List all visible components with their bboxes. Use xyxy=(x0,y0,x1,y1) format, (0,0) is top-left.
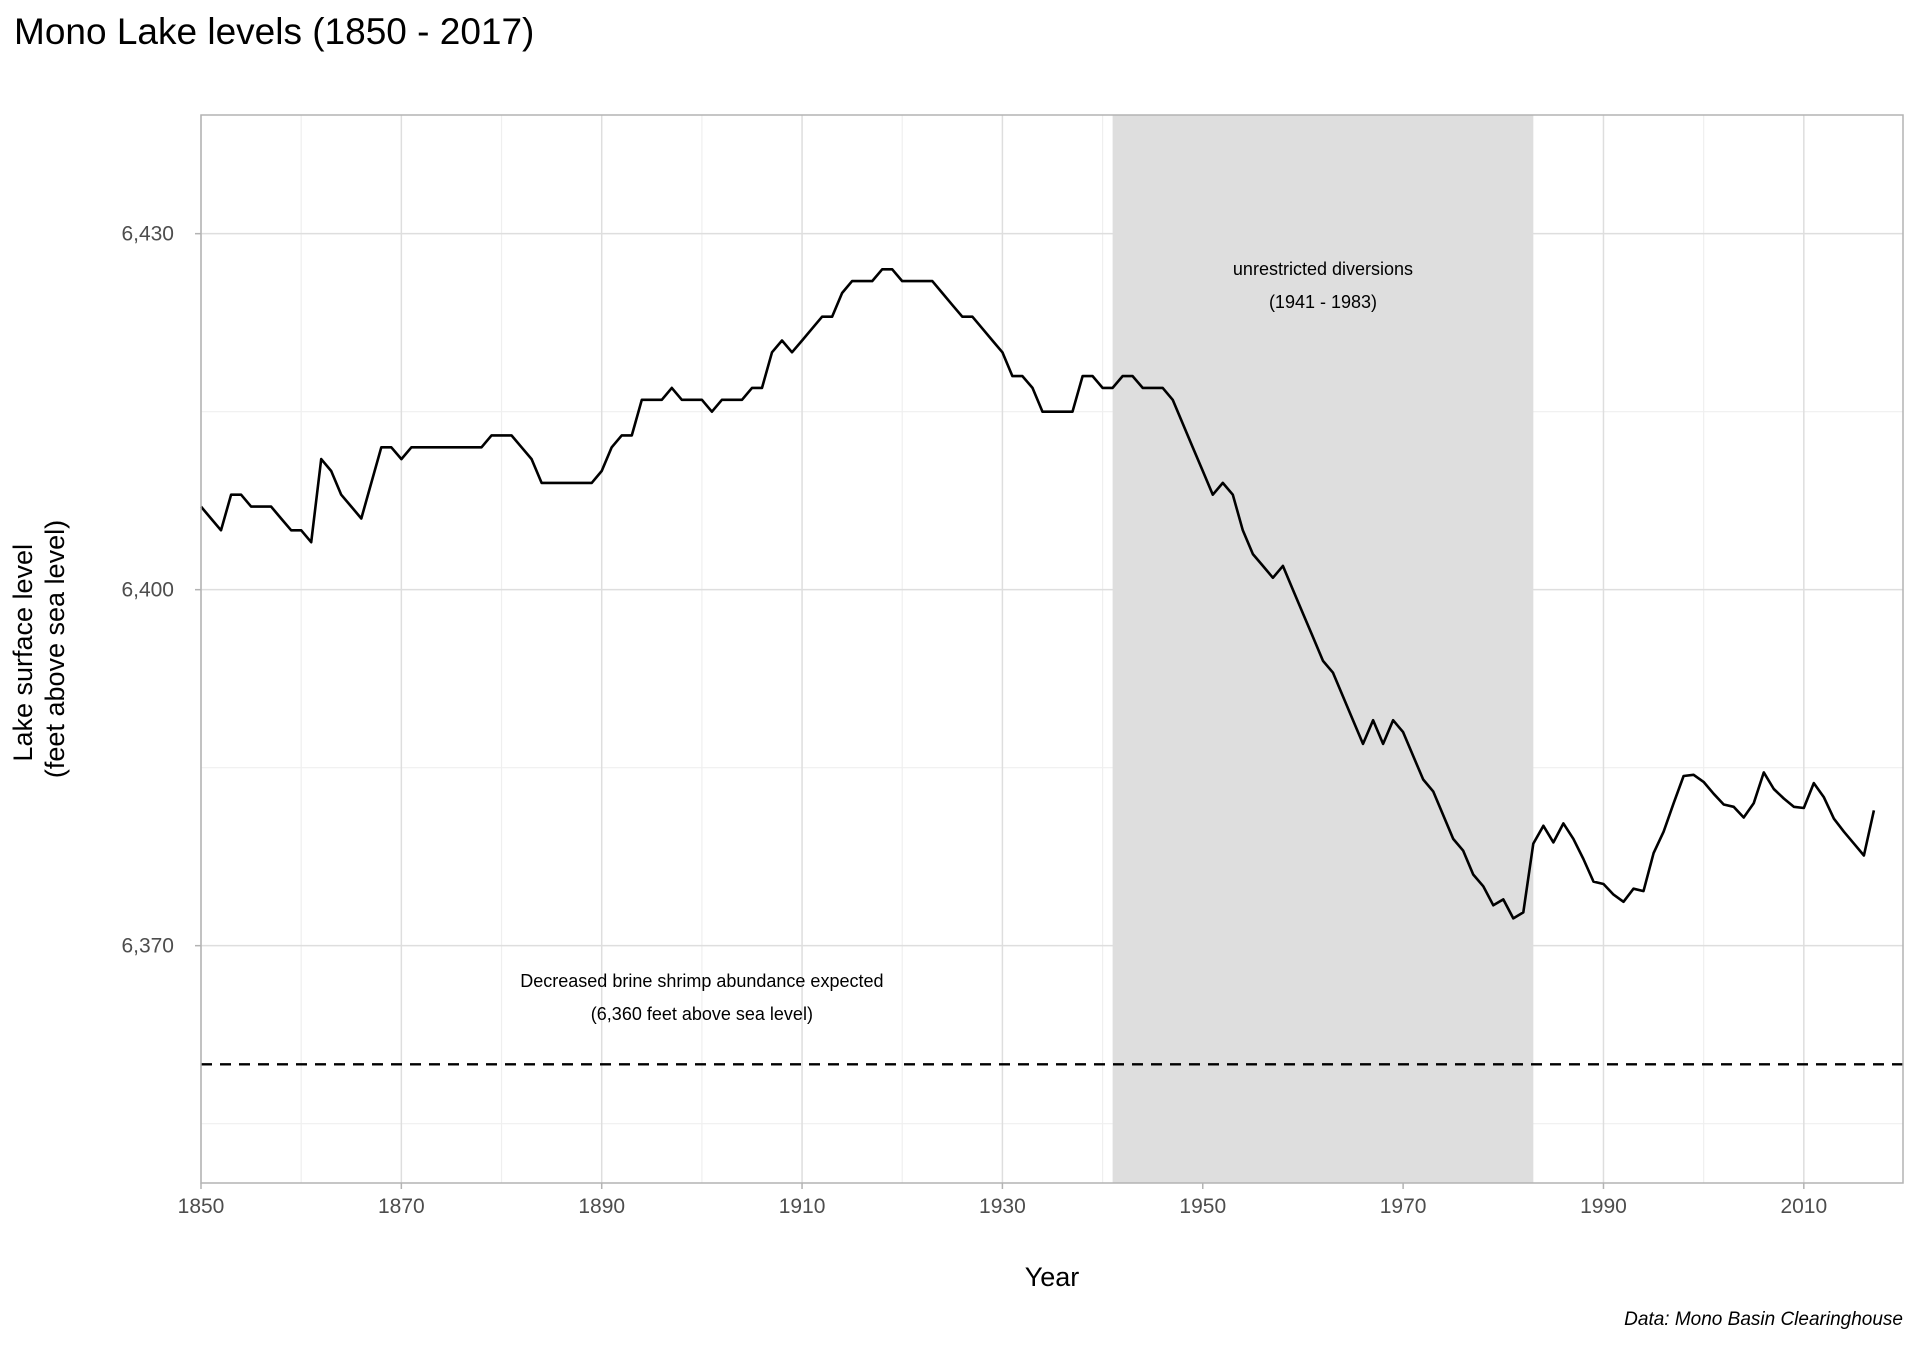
y-tick-label: 6,370 xyxy=(121,935,174,958)
diversion-annotation: unrestricted diversions (1941 - 1983) xyxy=(1233,259,1413,312)
axes: 1850 1870 1890 1910 1930 1950 1970 1990 2010 6,37… xyxy=(121,223,1827,1218)
x-tick-label: 1990 xyxy=(1580,1195,1627,1218)
y-axis-title: Lake surface level (feet above sea level… xyxy=(8,520,70,778)
y-tick-label: 6,430 xyxy=(121,223,174,246)
x-tick-label: 1870 xyxy=(378,1195,425,1218)
y-axis-title-line1: Lake surface level xyxy=(8,544,38,762)
x-axis-title: Year xyxy=(1025,1262,1080,1292)
x-tick-label: 1850 xyxy=(178,1195,225,1218)
chart-title: Mono Lake levels (1850 - 2017) xyxy=(14,11,534,52)
brine-shrimp-annotation-line: (6,360 feet above sea level) xyxy=(591,1004,813,1024)
diversion-annotation-line: (1941 - 1983) xyxy=(1269,292,1377,312)
x-tick-label: 1910 xyxy=(779,1195,826,1218)
x-tick-label: 1890 xyxy=(578,1195,625,1218)
lake-level-line xyxy=(200,268,1876,920)
x-tick-label: 1970 xyxy=(1380,1195,1427,1218)
brine-shrimp-annotation: Decreased brine shrimp abundance expecte… xyxy=(520,971,883,1024)
x-tick-label: 1950 xyxy=(1179,1195,1226,1218)
y-tick-label: 6,400 xyxy=(121,579,174,602)
x-tick-label: 2010 xyxy=(1780,1195,1827,1218)
caption: Data: Mono Basin Clearinghouse xyxy=(1624,1309,1903,1330)
brine-shrimp-annotation-line: Decreased brine shrimp abundance expecte… xyxy=(520,971,883,991)
panel-border xyxy=(200,114,1904,1184)
diversion-annotation-line: unrestricted diversions xyxy=(1233,259,1413,279)
diversion-period-shading xyxy=(1112,115,1534,1183)
plot-panel: unrestricted diversions (1941 - 1983) Decr… xyxy=(200,114,1904,1184)
y-axis-title-line2: (feet above sea level) xyxy=(40,520,70,778)
x-tick-label: 1930 xyxy=(979,1195,1026,1218)
